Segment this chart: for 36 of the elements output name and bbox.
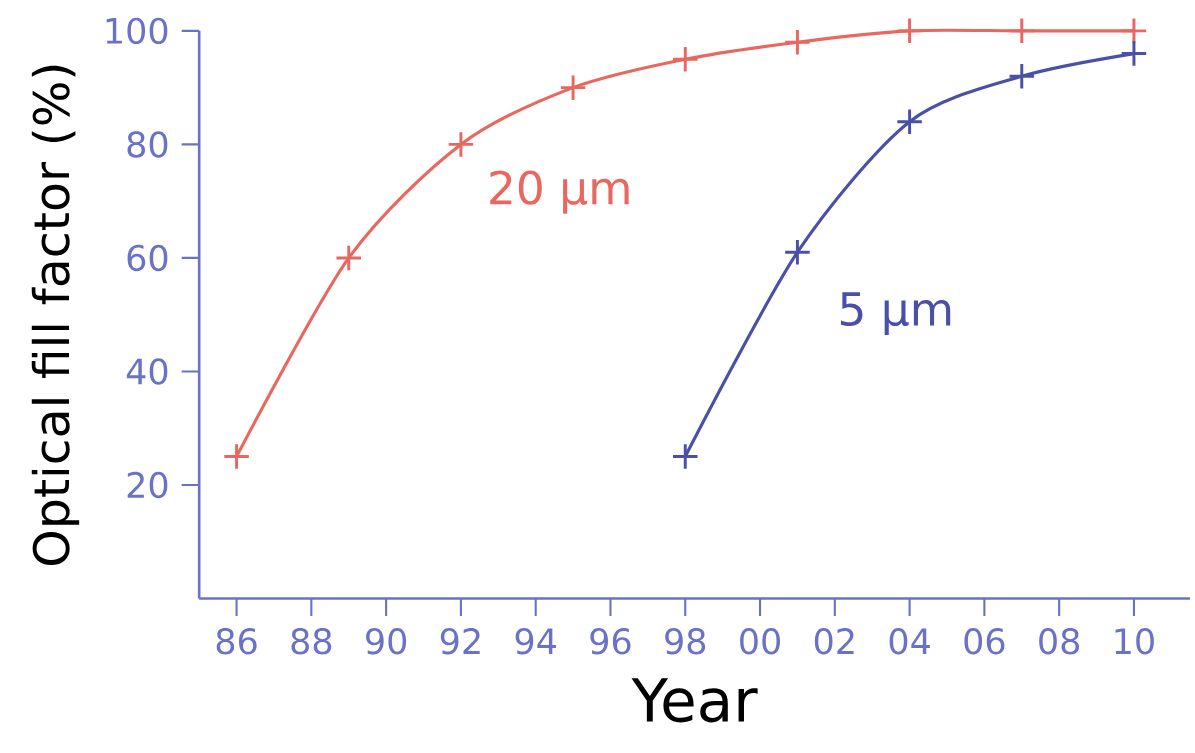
point [673, 444, 698, 469]
series-label: 5 µm [840, 292, 951, 335]
x-tick-label: 92 [440, 628, 480, 655]
y-tick-label: 100 [106, 17, 168, 45]
x-tick-label: 10 [1115, 628, 1154, 655]
point [673, 47, 698, 72]
x-tick-label: 00 [740, 628, 780, 655]
point [560, 75, 586, 100]
point [1009, 64, 1035, 89]
point [1121, 18, 1147, 44]
x-tick-label: 02 [814, 628, 854, 655]
x-axis-title: Year [631, 678, 758, 723]
y-tick-label: 20 [127, 471, 168, 499]
point [1009, 18, 1035, 44]
point [897, 109, 922, 135]
x-tick-label: 96 [590, 628, 631, 655]
x-tick-label: 88 [291, 628, 332, 655]
point [785, 30, 810, 55]
x-tick-label: 98 [665, 628, 706, 655]
series-label: 20 µm [490, 170, 629, 214]
x-tick-label: 94 [515, 628, 556, 655]
point [224, 444, 249, 469]
x-tick-label: 06 [964, 628, 1005, 655]
point [897, 18, 922, 44]
y-tick-label: 80 [127, 131, 168, 158]
point [785, 240, 810, 265]
y-tick-label: 60 [127, 244, 168, 272]
x-tick-label: 08 [1039, 628, 1080, 655]
x-tick-label: 04 [889, 628, 930, 655]
y-axis-title: Optical fill factor (%) [31, 65, 80, 566]
point [336, 245, 361, 271]
point [1121, 41, 1147, 66]
y-tick-label: 40 [126, 358, 168, 385]
x-tick-label: 90 [366, 628, 407, 655]
point [448, 132, 474, 157]
x-tick-label: 86 [216, 628, 257, 655]
